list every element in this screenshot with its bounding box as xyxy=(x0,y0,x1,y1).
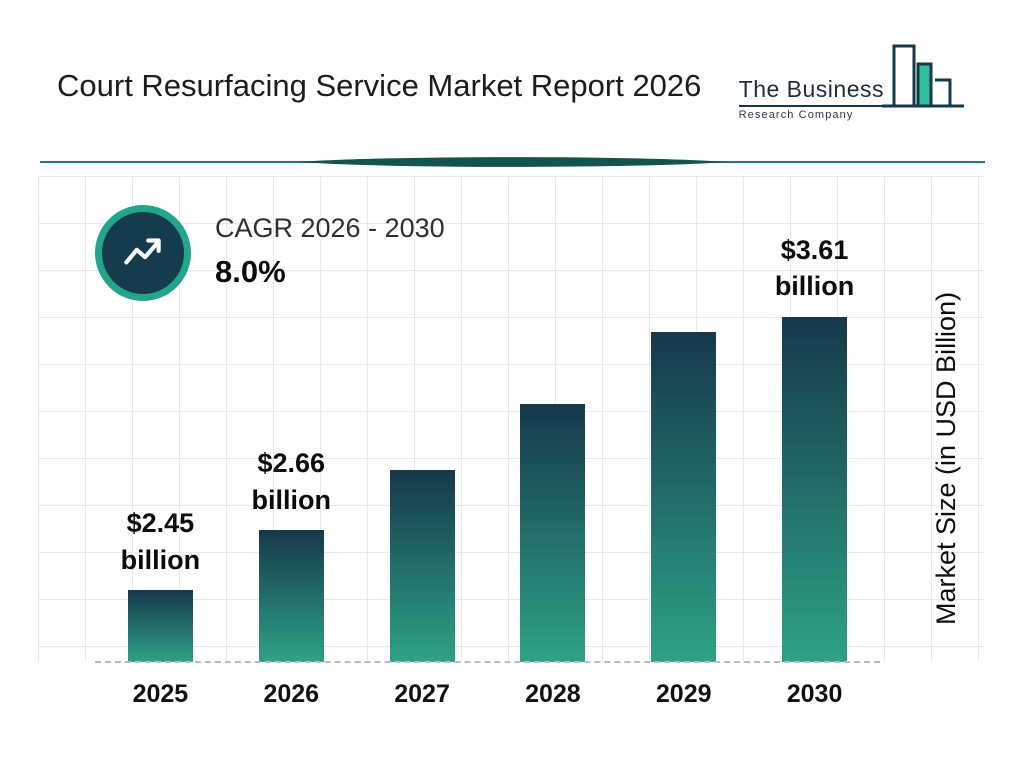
section-divider xyxy=(40,156,985,168)
x-axis-label-2029: 2029 xyxy=(655,680,712,708)
x-axis-label-2030: 2030 xyxy=(786,680,843,708)
y-axis-label: Market Size (in USD Billion) xyxy=(931,291,961,625)
bar-value-label-2030: $3.61 billion xyxy=(774,235,855,302)
x-axis-label-2025: 2025 xyxy=(132,680,189,708)
x-axis-label-2028: 2028 xyxy=(525,680,581,708)
bar-chart-logo-icon xyxy=(880,38,966,127)
logo-divider xyxy=(738,105,884,107)
bar-column-2027 xyxy=(357,232,488,662)
bar-column-2025: $2.45 billion xyxy=(95,232,226,662)
bar-2025 xyxy=(127,590,193,662)
cagr-block: CAGR 2026 - 2030 8.0% xyxy=(95,205,445,301)
bar-column-2030: $3.61 billion xyxy=(749,232,880,662)
bar-2027 xyxy=(389,470,455,662)
bar-value-label-2026: $2.66 billion xyxy=(251,448,331,515)
bar-2030 xyxy=(782,316,848,662)
bar-column-2026: $2.66 billion xyxy=(226,232,357,662)
cagr-value: 8.0% xyxy=(215,254,286,289)
logo-subname: Research Company xyxy=(738,109,854,121)
bar-2028 xyxy=(520,404,586,662)
bar-2026 xyxy=(258,530,324,662)
x-axis-label-2027: 2027 xyxy=(394,680,450,708)
divider-lens-shape xyxy=(297,157,728,167)
cagr-text: CAGR 2026 - 2030 8.0% xyxy=(215,205,445,290)
bar-column-2028 xyxy=(487,232,618,662)
bar-value-label-2025: $2.45 billion xyxy=(120,508,201,575)
trend-arrow-icon xyxy=(95,205,191,301)
logo-name: The Business xyxy=(738,76,884,102)
x-axis-label-2026: 2026 xyxy=(263,680,320,708)
bar-column-2029 xyxy=(618,232,749,662)
bar-2029 xyxy=(651,332,717,662)
page-title: Court Resurfacing Service Market Report … xyxy=(57,67,702,103)
x-axis-baseline xyxy=(95,661,880,663)
logo-text: The Business Research Company xyxy=(738,76,884,121)
bar-plot: $2.45 billion $2.66 billion $3.61 billion xyxy=(95,232,880,662)
x-axis: 2025 2026 2027 2028 2029 2030 xyxy=(95,680,880,709)
company-logo: The Business Research Company xyxy=(738,38,966,127)
cagr-label: CAGR 2026 - 2030 xyxy=(215,213,445,243)
